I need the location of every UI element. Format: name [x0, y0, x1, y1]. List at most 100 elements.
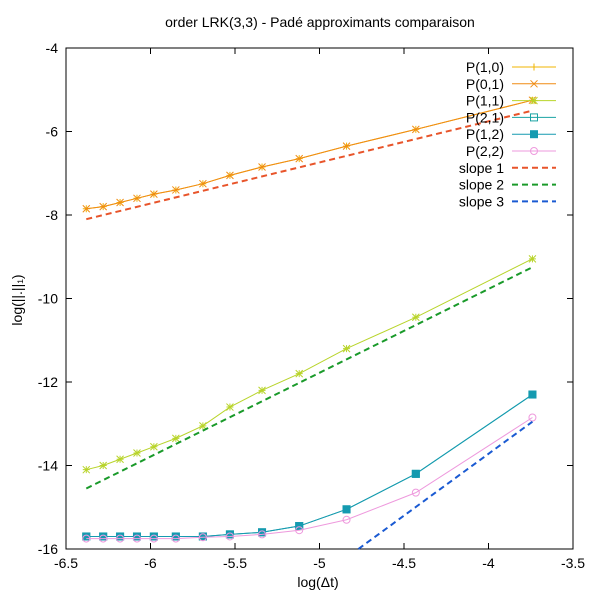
y-tick-label: -12: [38, 374, 58, 390]
data-point: [150, 442, 158, 451]
data-point: [82, 465, 91, 474]
data-point: [258, 386, 266, 395]
data-point: [133, 194, 141, 203]
legend-label: P(1,2): [466, 126, 504, 142]
series-line: [86, 258, 533, 471]
series-layer: [82, 96, 537, 550]
data-point: [530, 147, 538, 155]
data-point: [295, 369, 304, 378]
data-point: [528, 254, 537, 263]
legend-label: P(1,1): [466, 93, 504, 109]
data-point: [226, 171, 234, 180]
series-slope-3: [357, 420, 534, 550]
data-point: [116, 532, 125, 541]
data-point: [82, 534, 91, 543]
series-line: [85, 266, 533, 490]
data-point: [133, 449, 141, 457]
data-point: [342, 142, 351, 150]
legend-entry: P(2,2): [466, 143, 556, 159]
y-tick-label: -8: [46, 207, 59, 223]
y-tick-label: -10: [38, 291, 58, 307]
data-point: [116, 455, 124, 464]
x-tick-label: -4: [482, 555, 495, 571]
data-point: [171, 532, 180, 541]
legend-label: P(2,1): [466, 109, 504, 125]
data-point: [199, 421, 207, 430]
data-point: [132, 532, 141, 541]
data-point: [198, 533, 207, 542]
legend-label: slope 3: [459, 193, 504, 209]
legend-entry: slope 1: [459, 160, 556, 176]
data-point: [295, 526, 304, 535]
x-tick-label: -4.5: [392, 555, 416, 571]
data-point: [149, 534, 158, 543]
data-point: [225, 530, 234, 539]
chart-title: order LRK(3,3) - Padé approximants compa…: [165, 14, 475, 30]
data-point: [225, 532, 234, 541]
axes: -6.5 -6 -5.5 -5 -4.5 -4 -3.5 -16 -14 -12 -10 -8 -6 -4: [38, 40, 586, 571]
data-point: [171, 434, 180, 443]
series-slope-1: [86, 109, 533, 221]
legend-label: P(0,1): [466, 76, 504, 92]
legend-entry: P(1,1): [466, 93, 556, 109]
data-point: [530, 96, 538, 105]
data-point: [132, 534, 141, 543]
data-point: [116, 198, 124, 207]
data-point: [226, 403, 234, 411]
data-point: [528, 413, 537, 422]
data-point: [295, 154, 304, 163]
legend-label: P(1,0): [466, 59, 504, 75]
y-tick-label: -6: [46, 124, 59, 140]
series-p-2-2: [82, 413, 537, 543]
data-point: [116, 534, 125, 543]
data-point: [342, 515, 351, 524]
data-point: [295, 522, 304, 531]
data-point: [99, 202, 108, 211]
data-point: [99, 532, 108, 541]
y-axis-label: log(||.||₁): [9, 274, 25, 325]
data-point: [199, 179, 207, 188]
data-point: [258, 528, 267, 537]
y-tick-label: -16: [38, 541, 58, 557]
legend-entry: slope 3: [459, 193, 556, 209]
data-point: [258, 163, 266, 171]
legend-entry: P(0,1): [466, 76, 556, 92]
series-line: [86, 109, 533, 221]
x-axis-label: log(Δt): [297, 574, 338, 590]
x-tick-label: -3.5: [561, 555, 585, 571]
legend-entry: slope 2: [459, 177, 556, 193]
series-line: [86, 394, 533, 537]
data-point: [411, 125, 420, 134]
x-tick-label: -5: [313, 555, 326, 571]
data-point: [411, 313, 420, 322]
series-p-0-1: [82, 96, 537, 213]
data-point: [411, 488, 420, 497]
data-point: [528, 390, 537, 399]
data-point: [530, 63, 538, 71]
legend-label: slope 2: [459, 177, 504, 193]
data-point: [342, 344, 351, 353]
x-tick-label: -5.5: [223, 555, 247, 571]
series-slope-2: [85, 266, 533, 490]
series-p-2-1: [82, 390, 537, 541]
data-point: [82, 204, 91, 213]
data-point: [530, 130, 538, 139]
legend-label: P(2,2): [466, 143, 504, 159]
series-line: [86, 417, 533, 540]
data-point: [82, 532, 91, 541]
data-point: [99, 461, 108, 470]
series-p-1-1: [82, 254, 537, 474]
legend-label: slope 1: [459, 160, 504, 176]
series-line: [86, 394, 533, 537]
y-tick-label: -14: [38, 458, 58, 474]
data-point: [530, 113, 538, 122]
legend-entry: P(1,0): [466, 59, 556, 75]
legend: P(1,0)P(0,1)P(1,1)P(2,1)P(1,2)P(2,2)slop…: [459, 59, 556, 209]
series-line: [357, 420, 534, 550]
data-point: [149, 532, 158, 541]
data-point: [411, 469, 420, 478]
data-point: [99, 534, 108, 543]
data-point: [171, 186, 180, 194]
series-p-1-2: [82, 390, 537, 541]
